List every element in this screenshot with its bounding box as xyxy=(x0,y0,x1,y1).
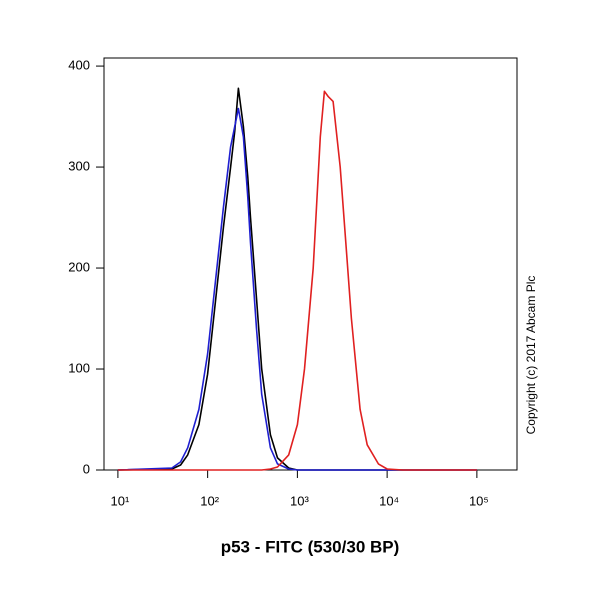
x-tick-label: 10⁵ xyxy=(469,493,489,508)
y-tick-label: 400 xyxy=(68,58,90,73)
series-line xyxy=(117,107,477,471)
y-tick-label: 300 xyxy=(68,158,90,173)
copyright: Copyright (c) 2017 Abcam Plc xyxy=(524,276,538,435)
y-tick-label: 200 xyxy=(68,259,90,274)
series-line xyxy=(117,87,477,471)
y-tick-label: 100 xyxy=(68,360,90,375)
x-tick-label: 10⁴ xyxy=(379,493,399,508)
x-tick-label: 10³ xyxy=(290,493,309,508)
plot-frame xyxy=(103,57,518,471)
x-tick-label: 10¹ xyxy=(111,493,130,508)
x-axis-title: p53 - FITC (530/30 BP) xyxy=(221,537,400,556)
series-line xyxy=(117,90,477,471)
y-tick-label: 0 xyxy=(83,461,90,476)
x-tick-label: 10² xyxy=(200,493,219,508)
